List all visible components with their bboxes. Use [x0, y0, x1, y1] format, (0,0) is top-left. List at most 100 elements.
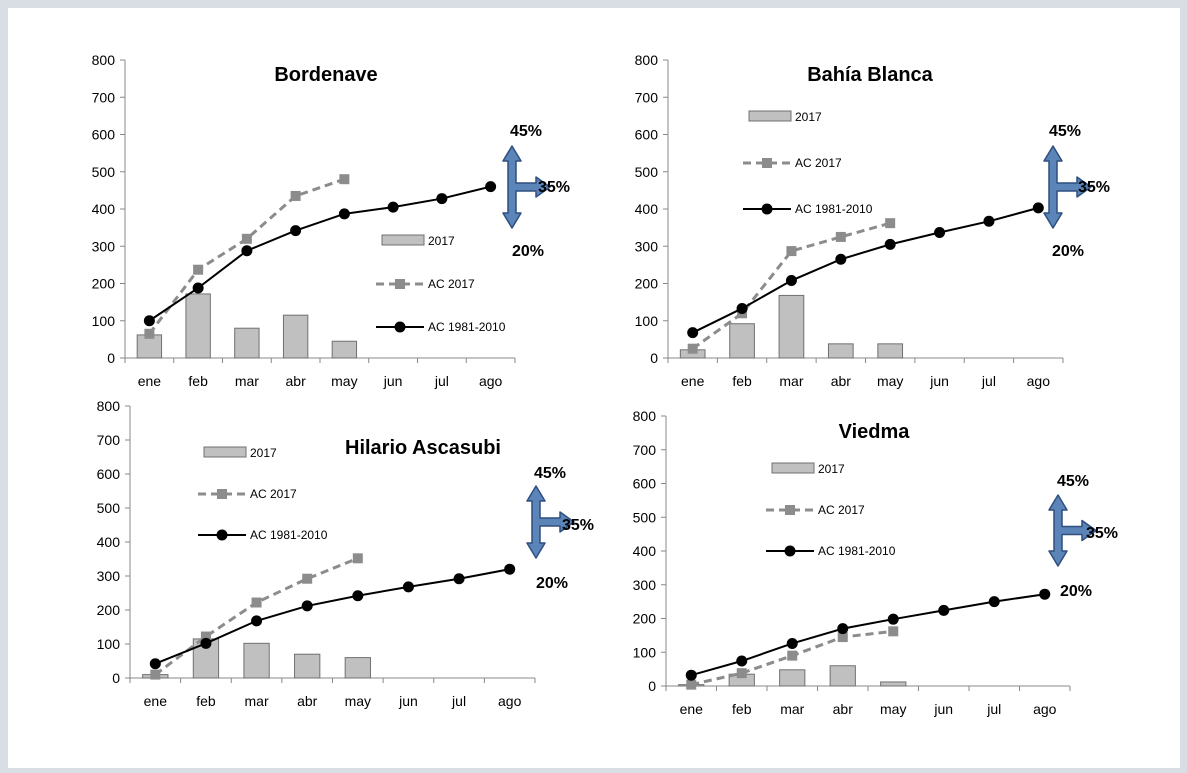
y-tick-label: 500 — [92, 164, 116, 180]
point-ac-1981-2010 — [884, 238, 896, 250]
chart-panel-3: 0 100 200 300 400 500 600 700 800 ene feb mar abr may… — [97, 398, 594, 709]
bar-2017 — [778, 294, 805, 359]
x-tick-label: abr — [831, 373, 852, 389]
pct-label-bottom: 20% — [536, 575, 568, 592]
x-tick-label: may — [331, 373, 357, 389]
legend-label-ac-1981-2010: AC 1981-2010 — [250, 528, 328, 542]
chart-title: Bahía Blanca — [807, 64, 933, 86]
legend: 2017 AC 2017 AC 1981-2010 — [376, 234, 506, 334]
legend-marker-ac-1981-2010 — [394, 321, 406, 333]
y-tick-label: 600 — [635, 127, 659, 143]
y-tick-label: 100 — [633, 644, 657, 660]
legend-label-ac-1981-2010: AC 1981-2010 — [818, 544, 896, 558]
x-tick-label: jul — [986, 701, 1001, 717]
x-tick-label: jun — [933, 701, 953, 717]
point-ac-1981-2010 — [387, 201, 399, 213]
x-tick-label: feb — [196, 693, 216, 709]
point-ac-1981-2010 — [934, 226, 946, 238]
point-ac-1981-2010 — [736, 302, 748, 314]
y-tick-label: 400 — [633, 543, 657, 559]
x-tick-label: abr — [833, 701, 854, 717]
point-ac-2017 — [786, 246, 797, 257]
point-ac-2017 — [302, 573, 313, 584]
x-tick-label: abr — [286, 373, 307, 389]
y-tick-label: 200 — [633, 611, 657, 627]
bar-2017 — [294, 653, 321, 679]
bar-2017 — [829, 665, 856, 687]
line-ac-2017 — [691, 221, 891, 350]
y-tick-label: 600 — [97, 466, 121, 482]
point-ac-2017 — [736, 668, 747, 679]
legend-swatch-2017 — [203, 446, 247, 458]
legend: 2017 AC 2017 AC 1981-2010 — [198, 446, 328, 542]
point-ac-1981-2010 — [485, 181, 497, 193]
charts-svg: 0 100 200 300 400 500 600 700 800 ene feb mar abr may… — [92, 52, 1118, 717]
point-ac-2017 — [251, 597, 262, 608]
scenario-arrow — [1043, 145, 1092, 229]
point-ac-1981-2010 — [143, 315, 155, 327]
x-tick-label: feb — [188, 373, 208, 389]
point-ac-1981-2010 — [453, 573, 465, 585]
point-ac-1981-2010 — [887, 613, 899, 625]
pct-label-top: 45% — [510, 123, 542, 140]
y-tick-label: 700 — [635, 89, 659, 105]
legend-label-2017: 2017 — [250, 446, 277, 460]
bar-2017 — [729, 323, 755, 359]
y-tick-label: 100 — [92, 313, 116, 329]
y-tick-label: 600 — [633, 476, 657, 492]
point-ac-1981-2010 — [149, 658, 161, 670]
bar-2017 — [344, 657, 371, 679]
pct-label-middle: 35% — [562, 517, 594, 534]
y-tick-label: 800 — [97, 398, 121, 414]
point-ac-1981-2010 — [241, 245, 253, 257]
chart-panel-1: 0 100 200 300 400 500 600 700 800 ene feb mar abr may… — [92, 52, 570, 389]
point-ac-1981-2010 — [301, 600, 313, 612]
point-ac-1981-2010 — [685, 669, 697, 681]
y-tick-label: 700 — [92, 89, 116, 105]
y-tick-label: 800 — [633, 408, 657, 424]
legend-label-ac-1981-2010: AC 1981-2010 — [795, 202, 873, 216]
point-ac-1981-2010 — [352, 590, 364, 602]
point-ac-2017 — [686, 679, 697, 690]
x-tick-label: jul — [434, 373, 449, 389]
x-tick-label: mar — [779, 373, 803, 389]
legend-label-ac-2017: AC 2017 — [428, 277, 475, 291]
bar-2017 — [282, 314, 309, 359]
bar-2017 — [234, 327, 260, 359]
legend-label-ac-1981-2010: AC 1981-2010 — [428, 320, 506, 334]
line-ac-2017 — [148, 177, 345, 335]
chart-panel-4: 0 100 200 300 400 500 600 700 800 ene feb mar abr may… — [633, 408, 1118, 717]
legend-marker-ac-2017 — [217, 489, 227, 499]
x-tick-label: feb — [732, 701, 752, 717]
chart-title: Viedma — [839, 421, 911, 443]
point-ac-2017 — [687, 343, 698, 354]
x-tick-label: ago — [479, 373, 503, 389]
x-tick-label: may — [345, 693, 371, 709]
bar-2017 — [243, 642, 270, 679]
point-ac-1981-2010 — [785, 275, 797, 287]
legend-label-2017: 2017 — [795, 110, 822, 124]
y-tick-label: 400 — [635, 201, 659, 217]
legend-marker-ac-2017 — [785, 505, 795, 515]
x-tick-label: ene — [138, 373, 162, 389]
y-tick-label: 0 — [112, 670, 120, 686]
legend-marker-ac-1981-2010 — [216, 529, 228, 541]
chart-figure: 0 100 200 300 400 500 600 700 800 ene feb mar abr may… — [8, 8, 1180, 768]
legend: 2017 AC 2017 AC 1981-2010 — [743, 110, 873, 216]
x-tick-label: ene — [680, 701, 704, 717]
pct-label-middle: 35% — [538, 179, 570, 196]
bar-2017 — [185, 293, 211, 359]
point-ac-2017 — [837, 632, 848, 643]
point-ac-1981-2010 — [938, 604, 950, 616]
line-ac-1981-2010 — [154, 568, 510, 665]
chart-title: Hilario Ascasubi — [345, 437, 501, 459]
point-ac-2017 — [787, 650, 798, 661]
legend-marker-ac-1981-2010 — [761, 203, 773, 215]
line-ac-1981-2010 — [148, 185, 491, 322]
y-tick-label: 800 — [635, 52, 659, 68]
point-ac-1981-2010 — [251, 615, 263, 627]
x-tick-label: ago — [498, 693, 522, 709]
chart-panel-2: 0 100 200 300 400 500 600 700 800 ene feb mar abr may… — [635, 52, 1110, 389]
pct-label-middle: 35% — [1086, 525, 1118, 542]
chart-title: Bordenave — [274, 64, 377, 86]
